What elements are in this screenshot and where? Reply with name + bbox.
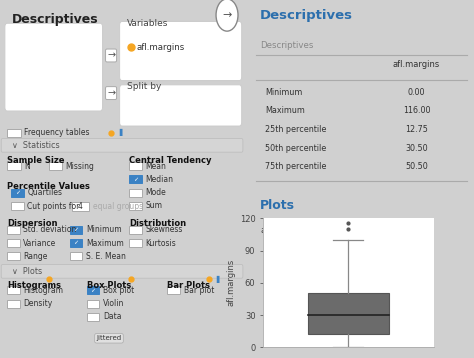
FancyBboxPatch shape (49, 162, 62, 170)
FancyBboxPatch shape (11, 189, 24, 197)
Text: Dispersion: Dispersion (7, 219, 58, 228)
FancyBboxPatch shape (7, 239, 20, 247)
Text: Mean: Mean (146, 161, 166, 171)
FancyBboxPatch shape (87, 286, 100, 294)
Text: Violin: Violin (103, 299, 124, 308)
FancyBboxPatch shape (1, 265, 243, 278)
FancyBboxPatch shape (5, 23, 102, 111)
FancyBboxPatch shape (87, 313, 100, 321)
FancyBboxPatch shape (70, 239, 82, 247)
Text: Histograms: Histograms (7, 281, 61, 290)
Text: 4: 4 (78, 202, 83, 211)
FancyBboxPatch shape (7, 226, 20, 234)
Text: 75th percentile: 75th percentile (265, 162, 326, 171)
FancyBboxPatch shape (7, 300, 20, 308)
FancyBboxPatch shape (7, 286, 20, 294)
Text: ∨  Plots: ∨ Plots (12, 267, 42, 276)
Circle shape (216, 0, 238, 31)
FancyBboxPatch shape (87, 300, 100, 308)
Text: Split by: Split by (127, 82, 161, 91)
Text: →: → (107, 50, 115, 61)
Text: Jittered: Jittered (96, 335, 121, 341)
FancyBboxPatch shape (1, 139, 243, 152)
FancyBboxPatch shape (129, 175, 142, 183)
Text: 50.50: 50.50 (405, 162, 428, 171)
Text: ∨  Statistics: ∨ Statistics (12, 141, 60, 150)
Text: S. E. Mean: S. E. Mean (86, 252, 126, 261)
Text: Variance: Variance (23, 238, 57, 248)
Text: Descriptives: Descriptives (260, 41, 314, 50)
Text: Bar Plots: Bar Plots (167, 281, 210, 290)
Text: ▐: ▐ (116, 129, 121, 136)
Text: Plots: Plots (260, 199, 295, 212)
Text: 116.00: 116.00 (403, 106, 430, 115)
Text: 0.00: 0.00 (408, 88, 425, 97)
FancyBboxPatch shape (129, 239, 142, 247)
Text: ✓: ✓ (91, 288, 96, 293)
Text: afl.margins: afl.margins (260, 226, 311, 234)
FancyBboxPatch shape (167, 286, 180, 294)
Text: Density: Density (23, 299, 53, 308)
Text: 30.50: 30.50 (405, 144, 428, 153)
Text: Descriptives: Descriptives (260, 9, 353, 22)
Text: Quartiles: Quartiles (27, 188, 63, 198)
Text: Sum: Sum (146, 201, 163, 211)
Text: Kurtosis: Kurtosis (146, 238, 176, 248)
Text: 12.75: 12.75 (405, 125, 428, 134)
Text: Bar plot: Bar plot (183, 286, 214, 295)
FancyBboxPatch shape (72, 202, 89, 211)
Text: Minimum: Minimum (86, 225, 121, 234)
Text: ✓: ✓ (133, 177, 138, 182)
Text: equal groups: equal groups (93, 202, 143, 211)
FancyBboxPatch shape (11, 202, 24, 210)
Text: afl.margins: afl.margins (137, 43, 185, 52)
Text: Cut points for: Cut points for (27, 202, 80, 211)
Text: Minimum: Minimum (265, 88, 302, 97)
Text: ✓: ✓ (15, 190, 20, 195)
Text: Maximum: Maximum (265, 106, 305, 115)
FancyBboxPatch shape (70, 226, 82, 234)
Text: Box Plots: Box Plots (87, 281, 131, 290)
Text: Frequency tables: Frequency tables (25, 128, 90, 137)
Bar (308, 293, 389, 334)
Text: Central Tendency: Central Tendency (129, 156, 212, 165)
Text: Missing: Missing (65, 161, 94, 171)
FancyBboxPatch shape (7, 129, 21, 137)
FancyBboxPatch shape (129, 189, 142, 197)
FancyBboxPatch shape (129, 226, 142, 234)
Text: Descriptives: Descriptives (12, 13, 99, 25)
Text: →: → (107, 88, 115, 98)
FancyBboxPatch shape (119, 21, 242, 81)
Text: Data: Data (103, 312, 121, 321)
FancyBboxPatch shape (129, 202, 142, 210)
Text: Sample Size: Sample Size (7, 156, 65, 165)
Text: Std. deviation: Std. deviation (23, 225, 77, 234)
Text: 25th percentile: 25th percentile (265, 125, 326, 134)
Text: Range: Range (23, 252, 48, 261)
Text: Box plot: Box plot (103, 286, 134, 295)
Text: Variables: Variables (127, 19, 168, 28)
Text: Distribution: Distribution (129, 219, 186, 228)
FancyBboxPatch shape (70, 252, 82, 260)
FancyBboxPatch shape (7, 252, 20, 260)
Text: Skewness: Skewness (146, 225, 183, 234)
Text: Maximum: Maximum (86, 238, 124, 248)
Text: 50th percentile: 50th percentile (265, 144, 326, 153)
Text: Mode: Mode (146, 188, 166, 197)
FancyBboxPatch shape (119, 85, 242, 126)
Text: ▐: ▐ (213, 276, 218, 283)
Text: →: → (222, 10, 232, 20)
Y-axis label: afl.margins: afl.margins (227, 259, 236, 306)
Text: N: N (24, 161, 30, 171)
FancyBboxPatch shape (129, 162, 142, 170)
Text: afl.margins: afl.margins (393, 60, 440, 69)
Text: ✓: ✓ (73, 227, 79, 232)
Text: Percentile Values: Percentile Values (7, 182, 90, 191)
Text: ✓: ✓ (73, 241, 79, 246)
Text: Histogram: Histogram (23, 286, 64, 295)
FancyBboxPatch shape (7, 162, 21, 170)
Text: Median: Median (146, 175, 173, 184)
